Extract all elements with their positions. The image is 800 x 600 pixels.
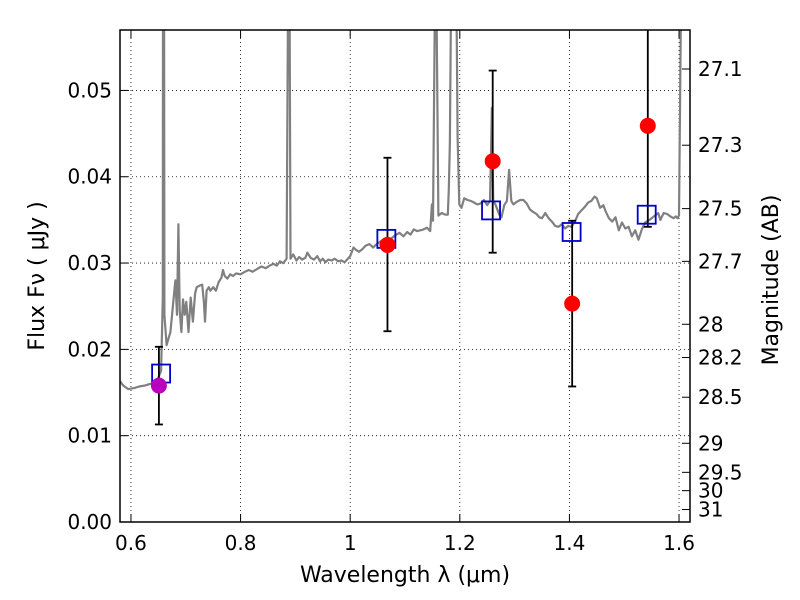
x-tick-label: 1 [344,531,357,555]
y-tick-label: 0.00 [67,510,112,534]
y2-tick-label: 29 [698,431,723,455]
x-tick-label: 1.6 [663,531,695,555]
spectrum-line [120,30,682,391]
y2-tick-label: 29.5 [698,460,743,484]
observed-point [379,236,396,253]
plot-frame [119,29,691,523]
y-tick-label: 0.02 [67,337,112,361]
synthetic-point [561,222,582,242]
y-tick-label: 0.04 [67,165,112,189]
y-tick-label: 0.03 [67,251,112,275]
error-bars [154,30,652,426]
y-tick-label: 0.01 [67,424,112,448]
y2-axis-label: Magnitude (AB) [759,195,784,366]
y2-tick-label: 31 [698,498,723,522]
y2-tick-label: 27.3 [698,133,743,157]
observed-point [484,153,501,170]
y2-tick-label: 27.7 [698,249,743,273]
x-tick-label: 0.6 [115,531,147,555]
synthetic-photometry-markers [151,200,657,384]
observed-point [639,117,656,134]
y2-tick-label: 27.1 [698,57,743,81]
x-axis-label: Wavelength λ (μm) [300,563,510,588]
y2-tick-label: 28.2 [698,346,743,370]
combined-point [150,377,167,394]
y2-tick-label: 30 [698,479,723,503]
observed-point [564,295,581,312]
grid [120,30,690,523]
observed-photometry-markers [150,117,656,394]
synthetic-point [636,204,657,225]
y2-tick-label: 27.5 [698,197,743,221]
synthetic-point [481,200,501,221]
x-tick-label: 1.2 [444,531,476,555]
x-tick-label: 1.4 [554,531,586,555]
model-spectrum [120,30,682,391]
y-tick-label: 0.05 [67,78,112,102]
y2-tick-label: 28.5 [698,385,743,409]
x-tick-label: 0.8 [225,531,257,555]
y2-tick-label: 28 [698,312,723,336]
y-axis-label: Flux Fν ( μJy ) [25,201,50,350]
axis-ticks: 0.6 0.8 1 1.2 1.4 1.6 0.00 0.01 0.02 0.03 0.04 0.05… [67,30,743,555]
